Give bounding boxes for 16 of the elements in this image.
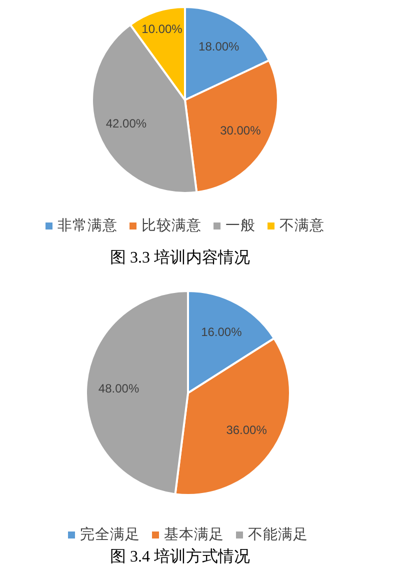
data-label: 36.00% [226,423,268,438]
legend-label: 不满意 [280,217,324,234]
text: 图 3.3 培训内容情况 [110,248,250,266]
legend-label: 完全满足 [80,526,140,543]
data-label: 42.00% [106,116,147,130]
data-label: 30.00% [220,123,262,138]
legend-label: 不能满足 [248,526,308,543]
data-label: 16.00% [201,325,242,340]
legend-label: 基本满足 [164,526,224,543]
legend-label: 非常满意 [58,217,118,234]
data-label: 10.00% [142,22,183,36]
data-label: 18.00% [198,40,240,54]
text: 图 3.4 培训方式情况 [110,548,250,566]
legend-label: 比较满意 [142,217,202,234]
data-label: 48.00% [98,382,140,396]
legend-label: 一般 [226,218,256,234]
